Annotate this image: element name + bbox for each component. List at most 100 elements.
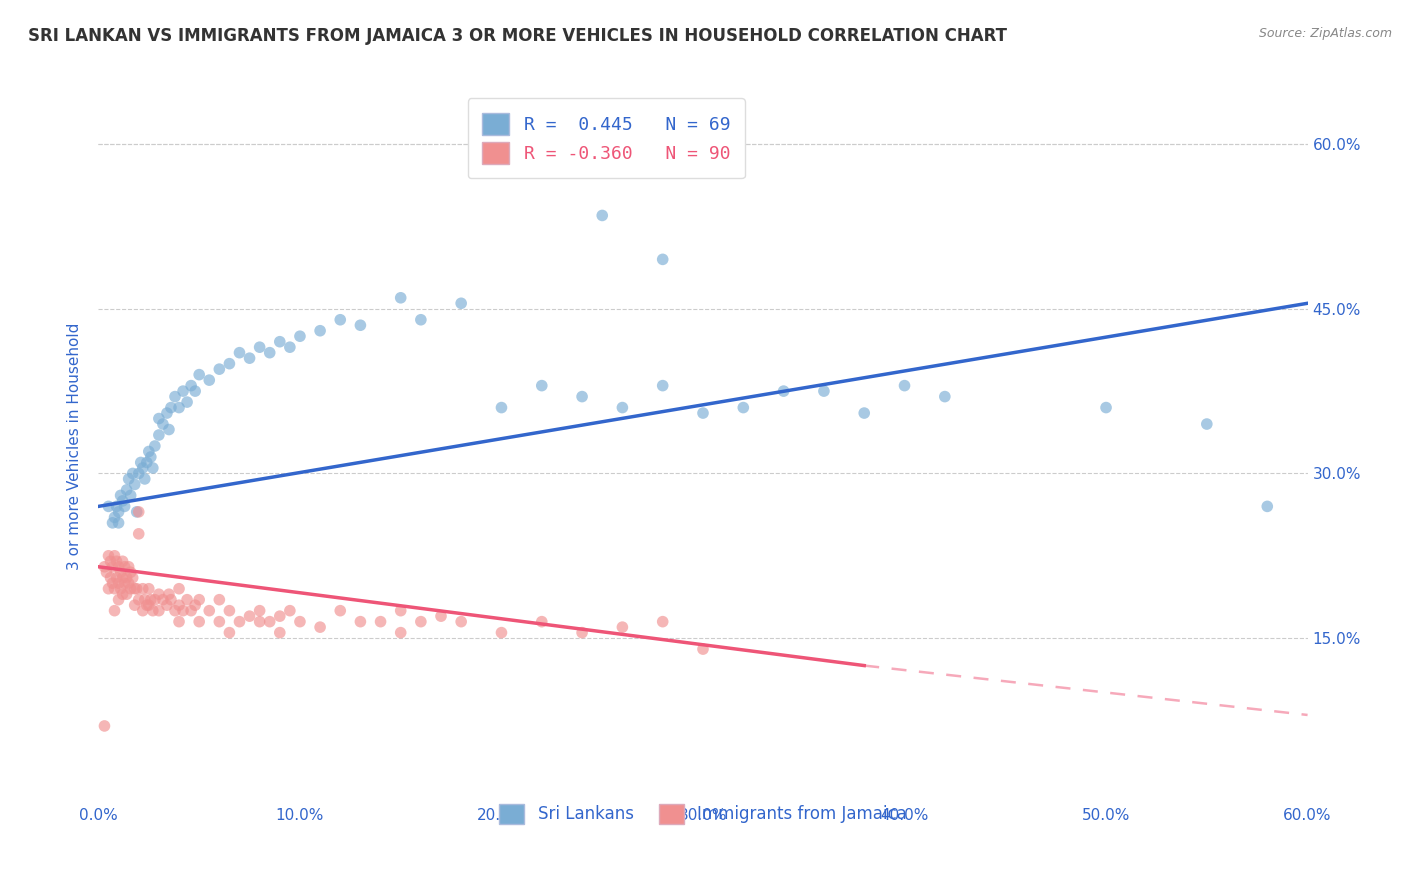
Point bbox=[118, 472, 141, 486]
Point bbox=[269, 334, 291, 349]
Point bbox=[612, 401, 634, 415]
Point bbox=[198, 373, 221, 387]
Point bbox=[125, 505, 148, 519]
Point bbox=[101, 559, 124, 574]
Point bbox=[97, 549, 120, 563]
Point bbox=[111, 587, 134, 601]
Point bbox=[167, 598, 190, 612]
Point bbox=[93, 719, 115, 733]
Point bbox=[96, 566, 118, 580]
Point bbox=[249, 604, 271, 618]
Text: SRI LANKAN VS IMMIGRANTS FROM JAMAICA 3 OR MORE VEHICLES IN HOUSEHOLD CORRELATIO: SRI LANKAN VS IMMIGRANTS FROM JAMAICA 3 … bbox=[28, 27, 1007, 45]
Point bbox=[491, 401, 513, 415]
Point bbox=[115, 483, 138, 497]
Point bbox=[208, 592, 231, 607]
Point bbox=[288, 329, 311, 343]
Point bbox=[591, 209, 613, 223]
Point bbox=[157, 423, 180, 437]
Point bbox=[288, 615, 311, 629]
Point bbox=[651, 252, 673, 267]
Point bbox=[218, 604, 240, 618]
Point bbox=[188, 615, 211, 629]
Point bbox=[101, 576, 124, 591]
Point bbox=[934, 390, 956, 404]
Point bbox=[692, 406, 714, 420]
Point bbox=[156, 598, 179, 612]
Point bbox=[651, 615, 673, 629]
Point bbox=[176, 395, 198, 409]
Point bbox=[389, 291, 412, 305]
Point bbox=[148, 428, 170, 442]
Point bbox=[530, 378, 553, 392]
Point bbox=[121, 571, 143, 585]
Point bbox=[180, 378, 202, 392]
Point bbox=[103, 549, 125, 563]
Point bbox=[120, 566, 142, 580]
Point bbox=[139, 592, 162, 607]
Point bbox=[93, 559, 115, 574]
Point bbox=[1095, 401, 1118, 415]
Point bbox=[228, 615, 250, 629]
Point bbox=[143, 592, 166, 607]
Point bbox=[430, 609, 453, 624]
Point bbox=[118, 559, 141, 574]
Point bbox=[142, 604, 165, 618]
Point bbox=[1256, 500, 1278, 514]
Point bbox=[184, 384, 207, 398]
Point bbox=[329, 312, 352, 326]
Point bbox=[132, 604, 155, 618]
Point bbox=[156, 406, 179, 420]
Point bbox=[138, 582, 160, 596]
Point bbox=[208, 362, 231, 376]
Point bbox=[184, 598, 207, 612]
Point bbox=[349, 615, 371, 629]
Point bbox=[651, 378, 673, 392]
Point bbox=[571, 625, 593, 640]
Point bbox=[188, 368, 211, 382]
Point bbox=[530, 615, 553, 629]
Point bbox=[160, 401, 183, 415]
Point bbox=[110, 582, 132, 596]
Point bbox=[124, 477, 146, 491]
Point bbox=[813, 384, 835, 398]
Y-axis label: 3 or more Vehicles in Household: 3 or more Vehicles in Household bbox=[67, 322, 83, 570]
Point bbox=[120, 582, 142, 596]
Point bbox=[139, 450, 162, 464]
Point bbox=[259, 345, 281, 359]
Legend: Sri Lankans, Immigrants from Jamaica: Sri Lankans, Immigrants from Jamaica bbox=[486, 790, 920, 838]
Point bbox=[772, 384, 794, 398]
Point bbox=[105, 500, 128, 514]
Point bbox=[148, 587, 170, 601]
Point bbox=[134, 592, 156, 607]
Point bbox=[389, 625, 412, 640]
Point bbox=[198, 604, 221, 618]
Point bbox=[105, 571, 128, 585]
Point bbox=[100, 554, 122, 568]
Point bbox=[110, 488, 132, 502]
Point bbox=[152, 592, 174, 607]
Point bbox=[111, 571, 134, 585]
Point bbox=[148, 604, 170, 618]
Point bbox=[167, 615, 190, 629]
Point bbox=[228, 345, 250, 359]
Point bbox=[571, 390, 593, 404]
Point bbox=[152, 417, 174, 431]
Point bbox=[128, 526, 150, 541]
Point bbox=[278, 340, 301, 354]
Point bbox=[135, 455, 157, 469]
Point bbox=[103, 582, 125, 596]
Point bbox=[409, 615, 432, 629]
Point bbox=[239, 609, 262, 624]
Point bbox=[129, 455, 152, 469]
Point bbox=[167, 582, 190, 596]
Point bbox=[138, 444, 160, 458]
Point bbox=[176, 592, 198, 607]
Point bbox=[124, 598, 146, 612]
Point bbox=[114, 559, 136, 574]
Point bbox=[148, 411, 170, 425]
Point bbox=[172, 384, 194, 398]
Point bbox=[124, 582, 146, 596]
Point bbox=[249, 340, 271, 354]
Point bbox=[349, 318, 371, 333]
Point bbox=[107, 559, 129, 574]
